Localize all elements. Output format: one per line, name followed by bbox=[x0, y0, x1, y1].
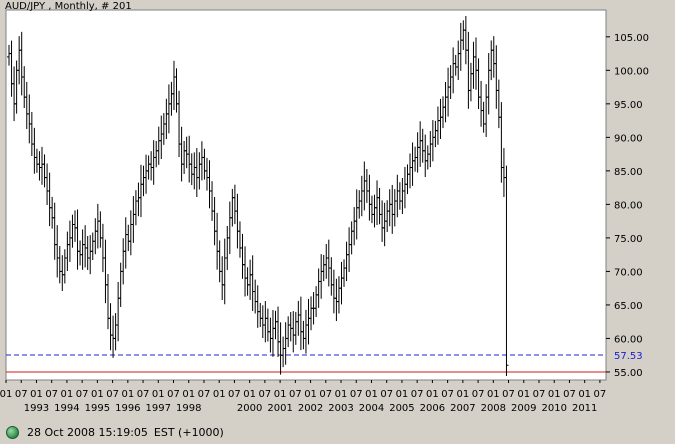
x-tick-label: 07 bbox=[319, 389, 332, 400]
x-tick-label: 01 bbox=[517, 389, 530, 400]
x-tick-label: 01 bbox=[91, 389, 104, 400]
x-year-label: 2008 bbox=[481, 403, 506, 414]
x-year-label: 1994 bbox=[54, 403, 79, 414]
y-tick-label: 75.00 bbox=[614, 234, 643, 245]
status-bar: 28 Oct 2008 15:19:05 EST (+1000) bbox=[0, 420, 675, 444]
x-year-label: 2001 bbox=[267, 403, 292, 414]
y-axis: 105.00 100.00 95.00 90.00 85.00 80.00 75.00 70.… bbox=[606, 33, 649, 379]
x-tick-label: 01 bbox=[243, 389, 256, 400]
status-timezone: EST (+1000) bbox=[153, 425, 224, 439]
x-tick-label: 07 bbox=[380, 389, 393, 400]
x-year-label: 2006 bbox=[420, 403, 445, 414]
x-axis: 01 07 01 07 01 07 01 07 01 07 01 07 01 07 01 07 01 07 01 07… bbox=[0, 380, 606, 414]
x-tick-label: 01 bbox=[548, 389, 561, 400]
x-tick-label: 01 bbox=[182, 389, 195, 400]
y-tick-label: 60.00 bbox=[614, 334, 643, 345]
x-tick-label: 01 bbox=[578, 389, 591, 400]
x-year-label: 2011 bbox=[572, 403, 597, 414]
x-tick-label: 01 bbox=[335, 389, 348, 400]
y-tick-label: 80.00 bbox=[614, 200, 643, 211]
x-tick-label: 01 bbox=[0, 389, 12, 400]
x-year-label: 2009 bbox=[511, 403, 536, 414]
chart-title: AUD/JPY , Monthly, # 201 bbox=[5, 1, 132, 12]
x-tick-label: 07 bbox=[472, 389, 485, 400]
x-tick-label: 07 bbox=[594, 389, 607, 400]
x-tick-label: 01 bbox=[274, 389, 287, 400]
x-tick-label: 01 bbox=[396, 389, 409, 400]
x-year-label: 1993 bbox=[24, 403, 49, 414]
x-tick-label: 07 bbox=[76, 389, 89, 400]
status-timestamp: 28 Oct 2008 15:19:05 bbox=[27, 425, 148, 439]
x-tick-label: 01 bbox=[304, 389, 317, 400]
x-tick-label: 07 bbox=[502, 389, 515, 400]
x-tick-label: 07 bbox=[167, 389, 180, 400]
y-tick-label: 85.00 bbox=[614, 167, 643, 178]
x-tick-label: 07 bbox=[289, 389, 302, 400]
reference-line-label: 57.53 bbox=[614, 351, 643, 362]
x-tick-label: 01 bbox=[213, 389, 226, 400]
x-year-label: 2000 bbox=[237, 403, 262, 414]
y-tick-label: 55.00 bbox=[614, 368, 643, 379]
x-tick-label: 07 bbox=[563, 389, 576, 400]
x-tick-label: 07 bbox=[533, 389, 546, 400]
y-tick-label: 100.00 bbox=[614, 66, 649, 77]
x-tick-label: 07 bbox=[137, 389, 150, 400]
x-tick-label: 07 bbox=[350, 389, 363, 400]
x-tick-label: 07 bbox=[106, 389, 119, 400]
x-tick-label: 07 bbox=[259, 389, 272, 400]
ohlc-bars bbox=[7, 16, 509, 376]
x-tick-label: 07 bbox=[198, 389, 211, 400]
x-year-label: 2002 bbox=[298, 403, 323, 414]
y-tick-label: 105.00 bbox=[614, 33, 649, 44]
x-tick-label: 07 bbox=[411, 389, 424, 400]
x-tick-label: 01 bbox=[61, 389, 74, 400]
x-year-label: 2005 bbox=[389, 403, 414, 414]
x-tick-label: 07 bbox=[15, 389, 28, 400]
price-chart: AUD/JPY , Monthly, # 201 105.00 100.00 95.… bbox=[0, 1, 649, 414]
y-tick-label: 95.00 bbox=[614, 100, 643, 111]
x-tick-label: 01 bbox=[30, 389, 43, 400]
x-tick-label: 01 bbox=[121, 389, 134, 400]
x-tick-label: 07 bbox=[441, 389, 454, 400]
x-tick-label: 07 bbox=[228, 389, 241, 400]
x-tick-label: 01 bbox=[487, 389, 500, 400]
x-tick-label: 01 bbox=[365, 389, 378, 400]
ohlc-bar bbox=[504, 165, 509, 376]
x-year-label: 1996 bbox=[115, 403, 140, 414]
y-tick-label: 90.00 bbox=[614, 133, 643, 144]
y-tick-label: 65.00 bbox=[614, 301, 643, 312]
x-year-label: 2004 bbox=[359, 403, 384, 414]
x-tick-label: 07 bbox=[45, 389, 58, 400]
x-year-label: 2010 bbox=[541, 403, 566, 414]
x-year-label: 2003 bbox=[328, 403, 353, 414]
x-tick-label: 01 bbox=[426, 389, 439, 400]
connection-status-icon bbox=[6, 425, 19, 439]
x-year-label: 2007 bbox=[450, 403, 475, 414]
x-year-label: 1998 bbox=[176, 403, 201, 414]
x-year-label: 1995 bbox=[85, 403, 110, 414]
x-tick-label: 01 bbox=[152, 389, 165, 400]
y-tick-label: 70.00 bbox=[614, 267, 643, 278]
x-year-label: 1997 bbox=[146, 403, 171, 414]
x-tick-label: 01 bbox=[456, 389, 469, 400]
